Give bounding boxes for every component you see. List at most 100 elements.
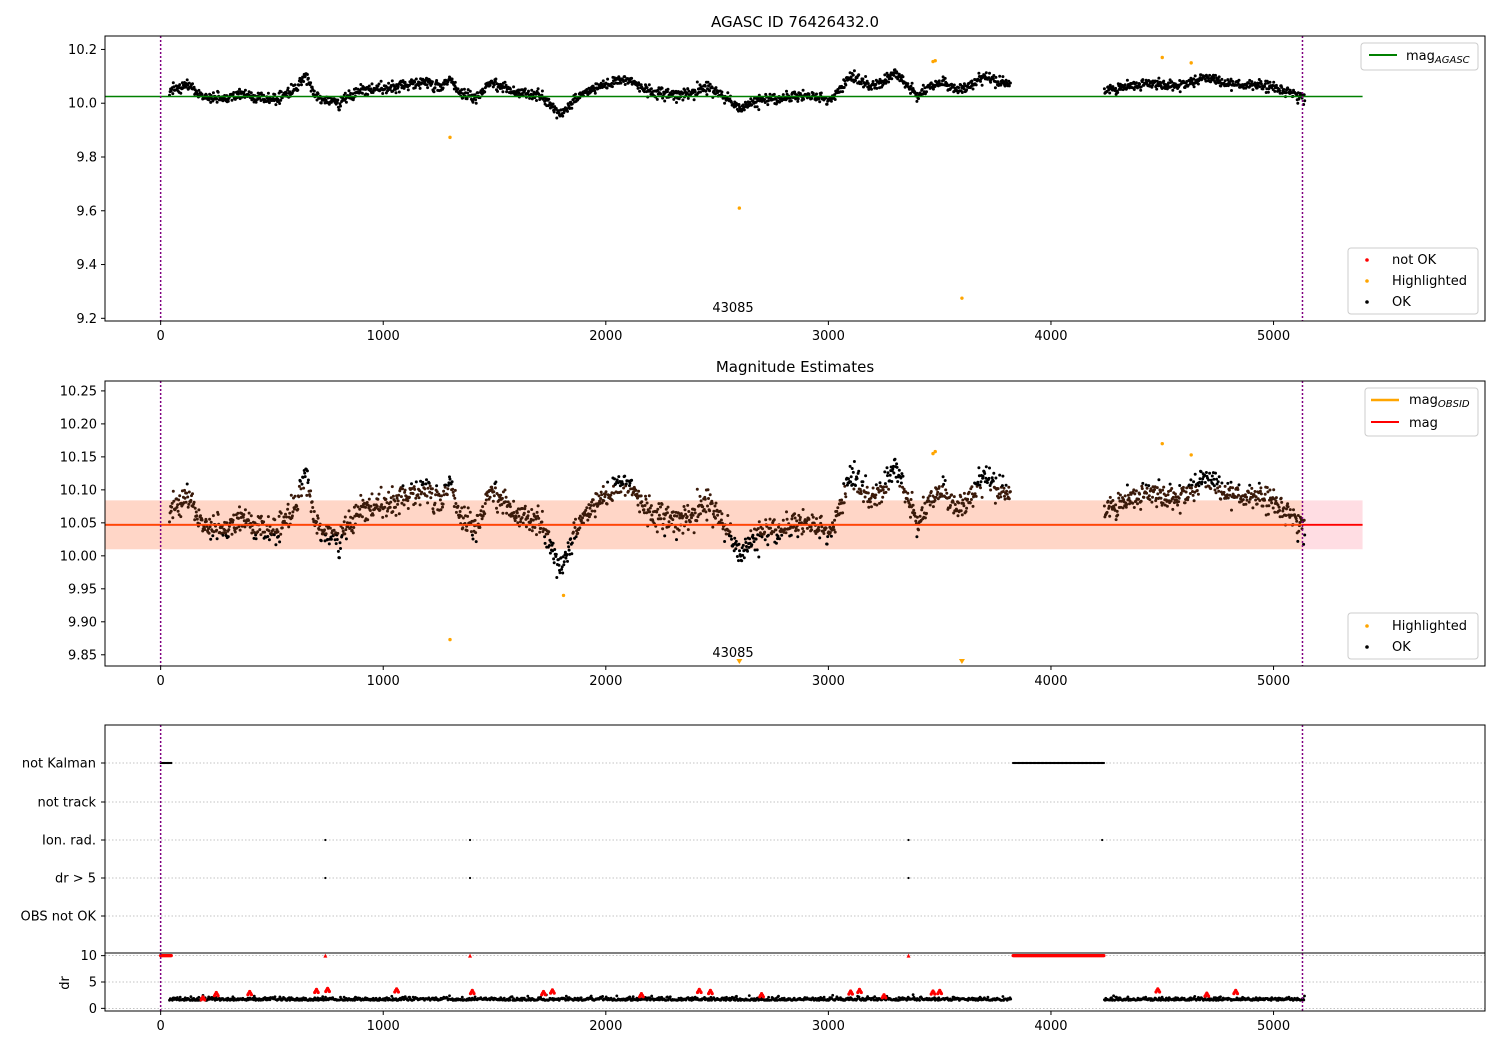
- ok-point: [1253, 490, 1257, 493]
- ok-point: [840, 498, 844, 502]
- ok-point: [859, 492, 863, 496]
- ok-point: [453, 496, 457, 500]
- ok-point: [185, 491, 189, 495]
- ok-point: [311, 506, 315, 509]
- ok-point: [238, 87, 241, 91]
- ok-point: [551, 102, 555, 106]
- ok-point: [350, 528, 354, 532]
- ok-point: [698, 503, 701, 507]
- ok-point: [233, 530, 237, 534]
- ok-point: [630, 76, 634, 80]
- ok-point: [735, 555, 739, 558]
- ok-point: [1207, 76, 1211, 80]
- ok-point: [884, 81, 888, 85]
- ok-point: [451, 490, 455, 494]
- ok-point: [195, 517, 199, 521]
- ok-point: [1298, 521, 1302, 524]
- ok-point: [327, 542, 331, 546]
- ok-point: [1125, 483, 1129, 487]
- ok-point: [367, 497, 371, 501]
- ok-point: [623, 474, 627, 478]
- ok-point: [1003, 84, 1007, 88]
- ok-point: [168, 520, 171, 524]
- ok-point: [861, 77, 865, 81]
- magnitude-x-tick-label: 4000: [1034, 674, 1067, 689]
- ok-point: [1237, 493, 1240, 497]
- ok-point: [785, 517, 789, 521]
- ok-point: [209, 537, 213, 541]
- ok-point: [407, 495, 411, 499]
- ok-point: [730, 100, 733, 104]
- ok-point: [466, 88, 470, 92]
- ok-point: [1155, 79, 1159, 83]
- ok-point: [387, 81, 391, 85]
- ok-point: [444, 78, 448, 82]
- ok-point: [414, 496, 418, 500]
- ok-point: [928, 503, 932, 507]
- ok-point: [315, 520, 318, 524]
- ok-point: [867, 505, 871, 509]
- ok-point: [514, 516, 518, 520]
- ok-point: [242, 513, 246, 517]
- ok-point: [1132, 506, 1136, 509]
- ok-point: [309, 510, 313, 514]
- ok-point: [543, 541, 547, 545]
- ok-point: [772, 92, 776, 96]
- ok-point: [193, 518, 197, 522]
- ok-point: [681, 98, 685, 102]
- ok-point: [300, 83, 303, 87]
- ok-point: [1302, 93, 1306, 97]
- ok-point: [1119, 87, 1123, 91]
- ok-point: [1190, 483, 1194, 487]
- ok-point: [883, 73, 887, 77]
- ok-point: [352, 526, 356, 529]
- ok-point: [572, 521, 576, 525]
- ok-point: [267, 101, 271, 105]
- ok-point: [603, 495, 607, 499]
- ok-point: [737, 559, 740, 563]
- ok-point: [962, 87, 966, 91]
- ok-point: [466, 91, 470, 95]
- ok-point: [988, 71, 991, 75]
- ok-point: [826, 535, 830, 539]
- ok-point: [432, 90, 436, 94]
- ok-point: [1133, 492, 1137, 496]
- ok-point: [351, 516, 355, 520]
- ok-point: [979, 486, 982, 490]
- ok-point: [647, 494, 651, 498]
- ok-point: [945, 491, 949, 495]
- ok-point: [277, 514, 281, 518]
- ok-point: [176, 503, 180, 507]
- ok-point: [273, 518, 277, 522]
- ok-point: [645, 86, 649, 90]
- ok-point: [454, 502, 458, 505]
- ok-point: [1139, 88, 1143, 92]
- agasc-panel-title: AGASC ID 76426432.0: [711, 13, 879, 31]
- ok-point: [936, 490, 940, 494]
- ok-point: [576, 531, 580, 535]
- ok-point: [667, 520, 671, 524]
- ok-point: [886, 474, 889, 478]
- ok-point: [695, 519, 699, 523]
- ok-point: [1280, 500, 1284, 504]
- ok-point: [215, 100, 219, 104]
- ok-point: [621, 482, 625, 486]
- ok-point: [998, 74, 1002, 78]
- ok-point: [1208, 471, 1212, 475]
- ok-point: [642, 511, 646, 515]
- ok-point: [515, 511, 519, 515]
- ok-point: [203, 528, 207, 532]
- ok-point: [598, 499, 602, 503]
- ok-point: [574, 517, 577, 521]
- ok-point: [1162, 485, 1166, 489]
- ok-point: [810, 513, 814, 517]
- ok-point: [508, 87, 512, 91]
- ok-point: [368, 509, 372, 512]
- agasc-y-tick-label: 9.2: [76, 312, 97, 327]
- ok-point: [1296, 539, 1300, 543]
- ok-point: [453, 80, 457, 84]
- ok-point: [1250, 80, 1254, 84]
- ok-point: [599, 490, 603, 494]
- ok-point: [473, 518, 477, 522]
- ok-point: [686, 87, 690, 91]
